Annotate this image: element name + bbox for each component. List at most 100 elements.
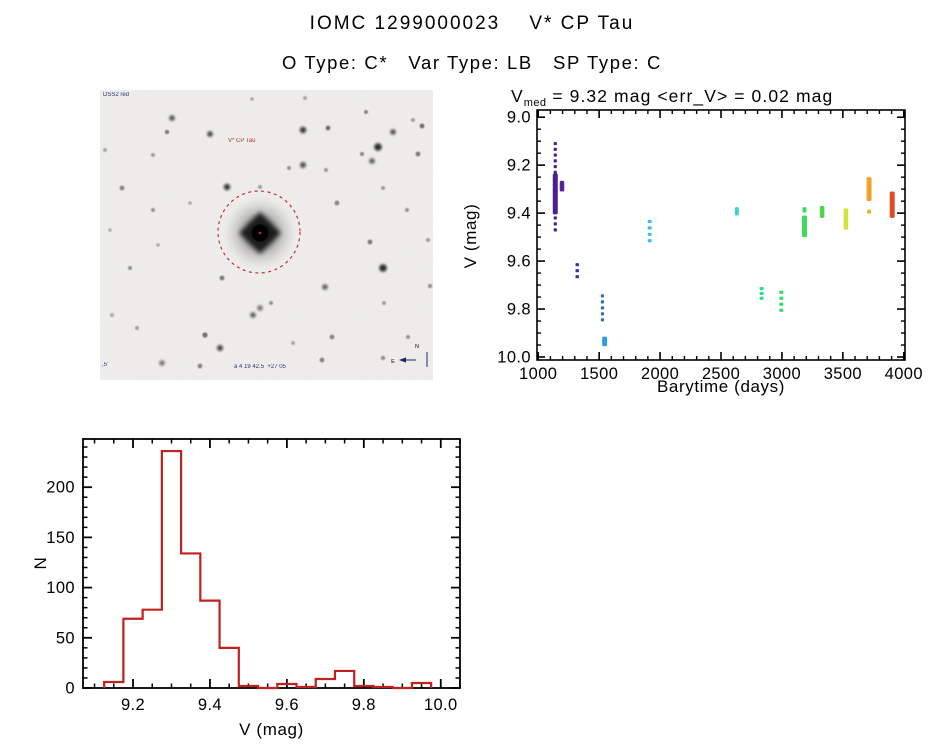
fc-star xyxy=(299,126,307,134)
lc-data-point xyxy=(779,308,784,312)
hist-ytick-label: 200 xyxy=(46,479,75,497)
fc-star xyxy=(223,183,231,191)
finding-chart-target-label: V* CP Tau xyxy=(228,138,256,144)
fc-star xyxy=(128,266,132,270)
hist-ytick-label: 150 xyxy=(46,529,75,547)
lc-data-point xyxy=(553,141,557,146)
fc-star xyxy=(156,243,160,247)
fc-star xyxy=(406,335,410,339)
hist-xtick-label: 9.2 xyxy=(121,696,145,714)
lc-data-point xyxy=(759,291,764,296)
fc-star xyxy=(415,151,421,157)
lc-data-point xyxy=(779,296,784,300)
fc-star xyxy=(360,152,364,156)
fc-compass-north-label: N xyxy=(415,344,419,350)
fc-star xyxy=(334,200,340,206)
fc-star xyxy=(379,264,387,272)
lc-data-point xyxy=(553,159,557,163)
lc-data-cluster xyxy=(552,173,558,215)
fc-target-mark xyxy=(258,231,262,235)
fc-star xyxy=(197,363,203,369)
fc-star xyxy=(219,275,225,281)
lc-data-point xyxy=(553,147,557,151)
lc-data-point xyxy=(553,164,557,169)
fc-star xyxy=(269,301,273,305)
fc-star xyxy=(159,360,165,366)
lc-data-cluster xyxy=(843,208,849,230)
fc-star xyxy=(322,284,328,290)
lc-ytick-label: 9.6 xyxy=(507,253,531,271)
lc-data-cluster xyxy=(734,207,739,216)
lc-data-cluster xyxy=(559,180,565,192)
light-curve-title-rest: = 9.32 mag <err_V> = 0.02 mag xyxy=(546,86,834,106)
fc-star xyxy=(324,168,328,172)
lc-data-cluster xyxy=(602,336,608,347)
lc-data-point xyxy=(553,170,557,174)
histogram-plot: 9.2 9.4 9.6 9.8 10.0 0 50 100 150 200 xyxy=(46,438,461,714)
fc-star xyxy=(151,153,155,157)
fc-star xyxy=(108,228,112,232)
lc-data-point xyxy=(575,269,579,273)
fc-star xyxy=(291,341,295,345)
lc-data-cluster xyxy=(889,191,895,218)
lc-ytick-label: 9.0 xyxy=(507,109,531,127)
lc-data-point xyxy=(759,287,764,291)
hist-frame xyxy=(82,438,461,689)
lc-data-point xyxy=(553,216,557,220)
fc-star xyxy=(419,123,425,129)
page-subtitle: O Type: C* Var Type: LB SP Type: C xyxy=(282,52,662,73)
fc-star xyxy=(250,97,254,101)
lc-data-point xyxy=(553,222,557,226)
lc-data-point xyxy=(779,302,784,306)
fc-star xyxy=(188,201,192,205)
fc-star xyxy=(390,129,396,135)
fc-star xyxy=(250,312,256,318)
lc-data-cluster xyxy=(801,215,807,238)
hist-ytick-label: 0 xyxy=(65,680,75,698)
hist-xtick-label: 9.8 xyxy=(352,696,376,714)
hist-step-outline xyxy=(103,449,433,690)
histogram-ylabel: N xyxy=(31,556,50,570)
fc-star xyxy=(135,326,139,330)
lc-data-point xyxy=(779,290,784,294)
fc-compass-east-label: E xyxy=(391,359,395,365)
lc-ytick-label: 9.8 xyxy=(507,301,531,319)
lc-xtick-label: 2500 xyxy=(702,365,740,383)
fc-star xyxy=(382,301,386,305)
lc-xtick-label: 3500 xyxy=(824,365,862,383)
lc-data-point xyxy=(759,296,764,300)
fc-star xyxy=(319,357,325,363)
fc-star xyxy=(369,158,375,164)
fc-star xyxy=(405,208,409,212)
hist-xtick-label: 10.0 xyxy=(424,696,458,714)
hist-ytick-label: 50 xyxy=(56,629,75,647)
fc-star xyxy=(325,125,331,131)
lc-data-point xyxy=(600,300,605,304)
lc-data-point xyxy=(575,263,579,267)
finding-chart-coords-label: a 4 19 42.5 +27 05 xyxy=(234,364,286,370)
lc-data-point xyxy=(600,306,605,310)
lc-ytick-label: 10.0 xyxy=(497,349,531,367)
lc-data-cluster xyxy=(802,207,807,213)
lc-xtick-label: 1500 xyxy=(580,365,618,383)
lc-data-cluster xyxy=(866,177,872,202)
fc-star xyxy=(329,334,335,340)
fc-star xyxy=(367,239,373,245)
lc-data-point xyxy=(553,153,557,157)
histogram-xlabel: V (mag) xyxy=(239,720,304,739)
lc-data-cluster xyxy=(867,209,872,214)
fc-star xyxy=(110,313,114,317)
lc-ytick-label: 9.2 xyxy=(507,157,531,175)
lc-xtick-label: 2000 xyxy=(641,365,679,383)
lc-data-cluster xyxy=(819,205,825,218)
fc-star xyxy=(207,131,213,137)
finding-chart-image: NE xyxy=(100,90,433,380)
light-curve-ylabel: V (mag) xyxy=(461,203,480,269)
lc-data-point xyxy=(647,232,652,236)
finding-chart-scale-label: ,5' xyxy=(102,362,109,368)
fc-star xyxy=(164,129,170,135)
page-title: IOMC 1299000023 V* CP Tau xyxy=(309,13,635,34)
fc-star xyxy=(364,110,368,114)
lc-data-point xyxy=(647,219,652,224)
